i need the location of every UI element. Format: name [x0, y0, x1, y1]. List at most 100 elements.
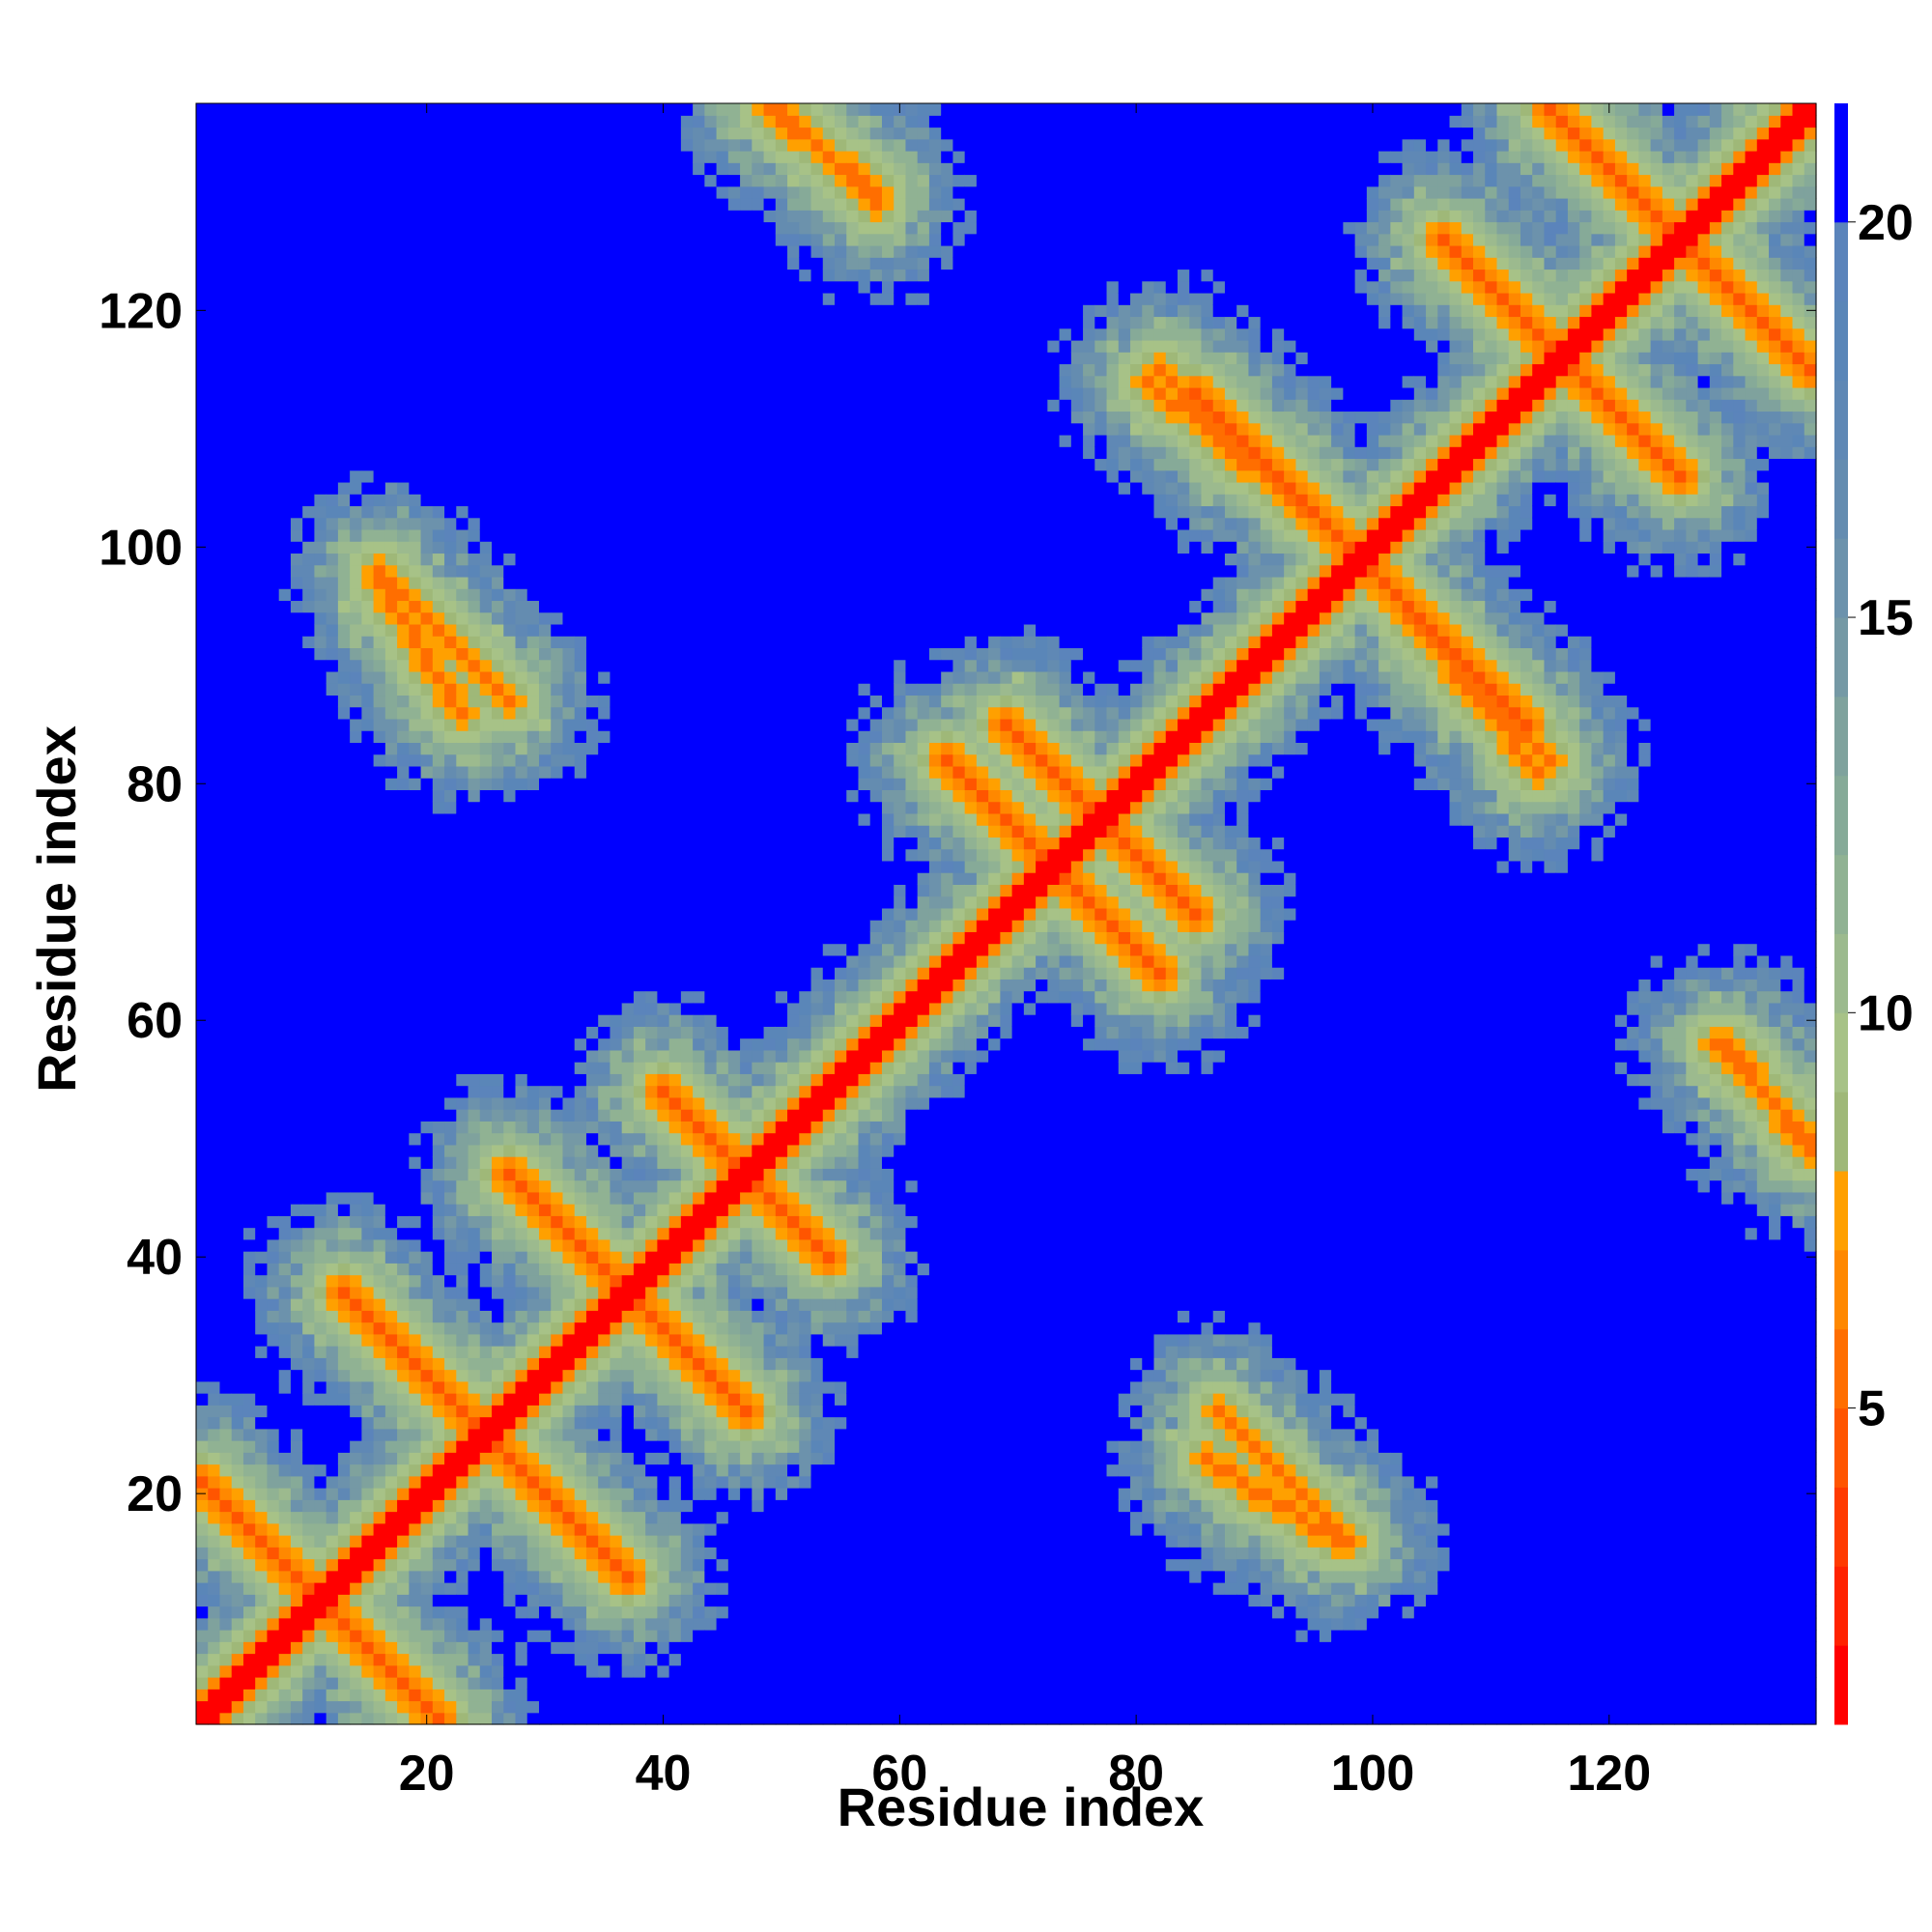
heatmap-cell [242, 576, 256, 589]
heatmap-cell [492, 386, 504, 400]
heatmap-cell [290, 1121, 303, 1134]
heatmap-cell [255, 257, 269, 270]
heatmap-cell [242, 706, 256, 720]
heatmap-cell [350, 446, 362, 460]
heatmap-cell [432, 386, 445, 400]
heatmap-cell [278, 1558, 292, 1572]
heatmap-cell [574, 1594, 587, 1607]
heatmap-cell [562, 541, 576, 554]
heatmap-cell [551, 458, 564, 471]
heatmap-cell [337, 1700, 351, 1714]
heatmap-cell [290, 541, 303, 554]
heatmap-cell [373, 553, 386, 566]
heatmap-cell [219, 576, 233, 589]
heatmap-cell [468, 600, 481, 613]
heatmap-cell [420, 718, 434, 731]
heatmap-cell [290, 233, 303, 246]
heatmap-cell [397, 1522, 410, 1536]
heatmap-cell [598, 1664, 611, 1678]
heatmap-cell [538, 967, 552, 980]
heatmap-cell [290, 1393, 303, 1406]
heatmap-cell [610, 1204, 623, 1216]
heatmap-cell [538, 1617, 552, 1631]
heatmap-cell [290, 860, 303, 873]
heatmap-cell [242, 1251, 256, 1264]
heatmap-cell [479, 528, 493, 542]
heatmap-cell [278, 1132, 292, 1146]
heatmap-cell [361, 174, 375, 187]
heatmap-cell [196, 411, 209, 424]
heatmap-cell [444, 185, 457, 199]
heatmap-cell [551, 1357, 564, 1371]
heatmap-cell [479, 280, 493, 294]
heatmap-cell [384, 1037, 398, 1051]
heatmap-cell [562, 1475, 576, 1489]
heatmap-cell [479, 1605, 493, 1619]
heatmap-cell [574, 1168, 587, 1181]
heatmap-cell [492, 895, 504, 909]
heatmap-cell [598, 1475, 611, 1489]
heatmap-cell [302, 138, 316, 152]
heatmap-cell [278, 979, 292, 992]
heatmap-cell [585, 1298, 599, 1311]
heatmap-cell [350, 233, 362, 246]
heatmap-cell [350, 210, 362, 223]
heatmap-cell [314, 375, 327, 388]
heatmap-cell [231, 1653, 244, 1666]
heatmap-cell [562, 659, 576, 672]
heatmap-cell [432, 375, 445, 388]
heatmap-cell [468, 280, 481, 294]
heatmap-cell [574, 244, 587, 258]
heatmap-cell [420, 185, 434, 199]
heatmap-cell [526, 1617, 540, 1631]
heatmap-cell [196, 1570, 209, 1583]
heatmap-cell [314, 1664, 327, 1678]
heatmap-cell [515, 765, 528, 779]
heatmap-cell [515, 1712, 528, 1725]
heatmap-cell [337, 954, 351, 968]
heatmap-cell [290, 659, 303, 672]
heatmap-cell [290, 1321, 303, 1335]
heatmap-cell [208, 730, 221, 743]
heatmap-cell [242, 1274, 256, 1288]
heatmap-cell [373, 1416, 386, 1430]
heatmap-cell [574, 327, 587, 341]
heatmap-cell [337, 1310, 351, 1323]
heatmap-cell [208, 1605, 221, 1619]
heatmap-cell [409, 753, 422, 767]
heatmap-cell [397, 872, 410, 885]
heatmap-cell [585, 1463, 599, 1477]
heatmap-cell [515, 837, 528, 850]
heatmap-cell [562, 280, 576, 294]
heatmap-cell [255, 1333, 269, 1347]
heatmap-cell [598, 1535, 611, 1548]
heatmap-cell [610, 352, 623, 365]
heatmap-cell [219, 422, 233, 436]
heatmap-cell [515, 327, 528, 341]
heatmap-cell [598, 765, 611, 779]
heatmap-cell [219, 399, 233, 412]
heatmap-cell [610, 1428, 623, 1441]
heatmap-cell [242, 1227, 256, 1240]
heatmap-cell [208, 162, 221, 176]
heatmap-cell [290, 1405, 303, 1418]
heatmap-cell [219, 411, 233, 424]
heatmap-cell [444, 718, 457, 731]
heatmap-cell [551, 162, 564, 176]
heatmap-cell [492, 1227, 504, 1240]
heatmap-cell [562, 647, 576, 661]
heatmap-cell [432, 742, 445, 755]
heatmap-cell [503, 185, 517, 199]
heatmap-cell [373, 600, 386, 613]
heatmap-cell [326, 1428, 339, 1441]
heatmap-cell [456, 611, 469, 625]
heatmap-cell [208, 1463, 221, 1477]
heatmap-cell [456, 1238, 469, 1252]
heatmap-cell [314, 1310, 327, 1323]
heatmap-cell [468, 162, 481, 176]
heatmap-cell [278, 611, 292, 625]
heatmap-cell [290, 920, 303, 932]
heatmap-cell [302, 778, 316, 790]
heatmap-cell [208, 1002, 221, 1015]
heatmap-cell [255, 386, 269, 400]
